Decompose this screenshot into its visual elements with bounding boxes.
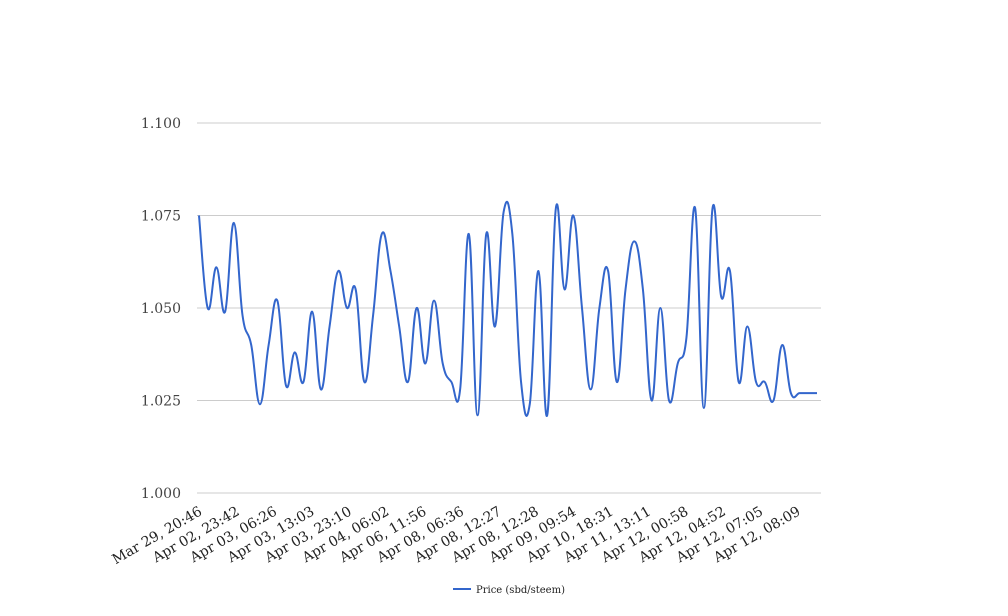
y-tick-label: 1.000 — [141, 486, 181, 502]
gridlines — [197, 122, 821, 494]
legend: Price (sbd/steem) — [453, 585, 565, 596]
y-tick-label: 1.100 — [141, 116, 181, 132]
series-lines — [198, 200, 817, 417]
y-tick-label: 1.075 — [141, 209, 181, 225]
series-line — [198, 200, 817, 417]
y-tick-label: 1.025 — [141, 394, 181, 410]
y-tick-label: 1.050 — [141, 301, 181, 317]
y-axis-ticks: 1.000 1.025 1.050 1.075 1.100 — [141, 116, 181, 502]
legend-label: Price (sbd/steem) — [476, 585, 565, 596]
